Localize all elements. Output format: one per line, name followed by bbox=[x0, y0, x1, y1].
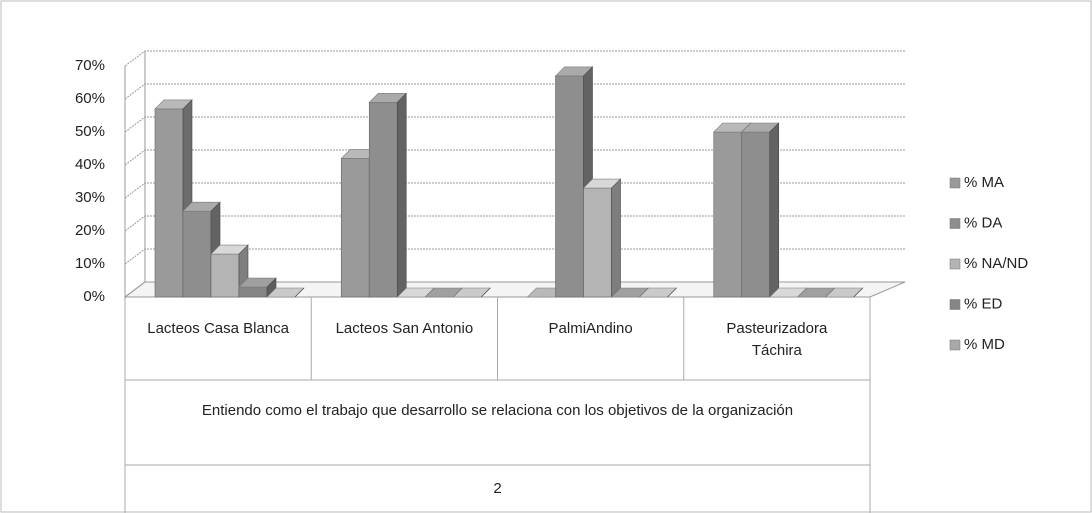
bar-side bbox=[769, 122, 780, 298]
x-tick-label: PalmiAndino bbox=[548, 320, 633, 337]
grid-line bbox=[124, 248, 905, 265]
y-tick-label: 0% bbox=[83, 288, 105, 305]
legend-label: % DA bbox=[964, 214, 1002, 231]
bar-front bbox=[583, 187, 612, 298]
bar bbox=[266, 287, 305, 298]
grid-line bbox=[124, 281, 905, 298]
legend-swatch bbox=[949, 218, 961, 229]
bar bbox=[210, 244, 249, 298]
bar-side bbox=[481, 287, 491, 298]
bar-front bbox=[238, 286, 268, 298]
y-tick-label: 50% bbox=[75, 123, 105, 140]
bar-side bbox=[294, 287, 305, 298]
grid-line bbox=[124, 182, 905, 199]
bar-front bbox=[340, 158, 370, 298]
bar bbox=[368, 92, 407, 298]
y-tick-label: 30% bbox=[75, 189, 105, 206]
bar bbox=[582, 178, 622, 298]
y-tick-label: 10% bbox=[75, 255, 105, 272]
group-number: 2 bbox=[493, 480, 502, 497]
x-tick-label: Pasteurizadora Táchira bbox=[726, 320, 828, 359]
x-tick-label: Lacteos San Antonio bbox=[335, 320, 474, 337]
bar bbox=[638, 287, 678, 298]
bar-front bbox=[368, 102, 398, 298]
y-tick-label: 60% bbox=[75, 90, 105, 107]
bar-side bbox=[396, 92, 407, 298]
bar-front bbox=[154, 108, 184, 298]
bar-front bbox=[182, 210, 212, 298]
legend-swatch bbox=[949, 299, 961, 310]
grid-line bbox=[124, 215, 905, 232]
legend-label: % MD bbox=[964, 336, 1005, 353]
bar-front bbox=[713, 131, 743, 298]
x-tick-label: Lacteos Casa Blanca bbox=[147, 320, 289, 337]
grid-line bbox=[124, 116, 905, 133]
bar-front bbox=[555, 75, 584, 298]
bar bbox=[825, 287, 864, 298]
legend-swatch bbox=[949, 258, 961, 270]
group-label: Entiendo como el trabajo que desarrollo … bbox=[201, 402, 794, 419]
y-tick-label: 20% bbox=[75, 222, 105, 239]
legend-label: % NA/ND bbox=[964, 255, 1028, 272]
bar bbox=[238, 277, 277, 298]
y-tick-label: 70% bbox=[75, 57, 105, 74]
y-tick-label: 40% bbox=[75, 156, 105, 173]
bar-side bbox=[853, 287, 863, 298]
bar bbox=[741, 122, 780, 298]
bar bbox=[452, 287, 491, 298]
bar-front bbox=[741, 131, 771, 298]
legend-swatch bbox=[949, 177, 961, 189]
legend-label: % ED bbox=[964, 295, 1003, 312]
grid-line bbox=[124, 149, 905, 166]
bar-front bbox=[210, 253, 240, 298]
bar-side bbox=[611, 178, 621, 298]
bar-side bbox=[667, 287, 677, 298]
grid-line bbox=[124, 50, 905, 67]
grid-line bbox=[124, 83, 905, 100]
legend-swatch bbox=[949, 339, 961, 351]
legend-label: % MA bbox=[964, 174, 1004, 191]
